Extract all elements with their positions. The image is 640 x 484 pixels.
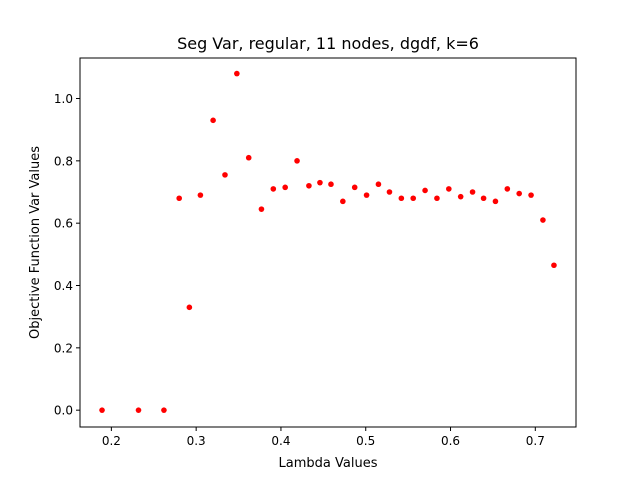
data-point: [504, 186, 511, 192]
data-point: [306, 182, 312, 189]
data-point: [294, 158, 300, 164]
x-tick-label: 0.2: [102, 434, 121, 448]
y-axis-label: Objective Function Var Values: [28, 146, 43, 339]
data-point: [398, 195, 405, 202]
data-point: [446, 186, 452, 192]
data-point: [328, 181, 334, 188]
x-tick-label: 0.6: [441, 434, 460, 448]
data-point: [210, 117, 216, 124]
x-tick-label: 0.5: [356, 434, 375, 448]
data-point: [375, 181, 382, 188]
data-point: [317, 179, 323, 186]
data-point: [245, 154, 252, 161]
data-point: [270, 186, 277, 192]
x-tick-label: 0.3: [187, 434, 206, 448]
x-axis-ticks: 0.2 0.3 0.4 0.5 0.6 0.7: [102, 427, 545, 448]
y-tick-label: 1.0: [54, 92, 73, 106]
data-point: [386, 189, 393, 195]
data-point: [551, 262, 557, 269]
data-point: [457, 193, 464, 200]
y-tick-label: 0.8: [54, 154, 73, 168]
data-points: [99, 70, 557, 413]
y-tick-label: 0.0: [54, 404, 73, 418]
data-point: [351, 184, 358, 191]
chart-title: Seg Var, regular, 11 nodes, dgdf, k=6: [177, 34, 479, 53]
y-tick-label: 0.6: [54, 217, 73, 231]
data-point: [340, 198, 346, 205]
x-axis-label: Lambda Values: [279, 456, 378, 471]
data-point: [258, 206, 265, 212]
data-point: [540, 217, 546, 223]
data-point: [422, 187, 428, 194]
data-point: [176, 195, 182, 202]
data-point: [434, 195, 440, 202]
y-tick-label: 0.4: [54, 279, 73, 293]
data-point: [197, 192, 204, 198]
data-point: [516, 190, 522, 197]
data-point: [410, 195, 417, 202]
data-point: [492, 198, 499, 205]
data-point: [186, 304, 193, 311]
x-tick-label: 0.4: [271, 434, 290, 448]
data-point: [135, 407, 142, 413]
data-point: [222, 172, 228, 178]
data-point: [480, 195, 487, 202]
data-point: [528, 192, 534, 198]
data-point: [363, 192, 370, 198]
data-point: [282, 184, 288, 191]
data-point: [469, 189, 476, 195]
data-point: [99, 407, 105, 413]
data-point: [234, 70, 240, 77]
y-axis-ticks: 0.0 0.2 0.4 0.6 0.8 1.0: [54, 92, 80, 418]
plot-frame: [79, 57, 577, 428]
y-tick-label: 0.2: [54, 341, 73, 355]
data-point: [161, 407, 167, 413]
x-tick-label: 0.7: [526, 434, 545, 448]
